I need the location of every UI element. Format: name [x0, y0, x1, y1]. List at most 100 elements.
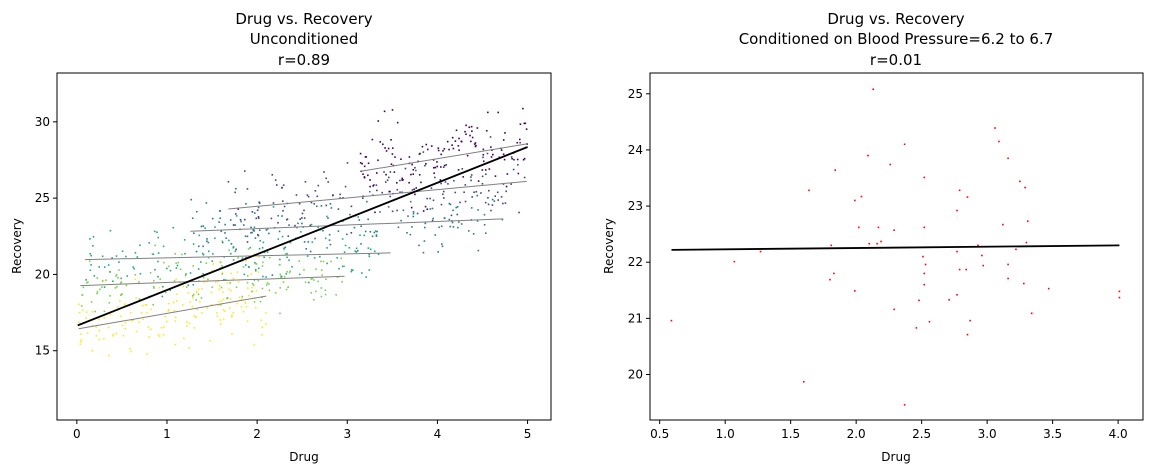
y-tick-label: 20 — [35, 267, 50, 281]
scatter-point — [443, 217, 446, 219]
scatter-point — [96, 290, 99, 293]
scatter-point — [355, 247, 358, 250]
scatter-point — [245, 306, 248, 308]
scatter-point — [163, 261, 165, 264]
scatter-point — [305, 248, 308, 250]
scatter-point — [282, 184, 285, 186]
scatter-point — [303, 209, 305, 212]
scatter-point — [320, 287, 323, 289]
scatter-point — [854, 199, 856, 202]
scatter-point — [147, 326, 150, 328]
scatter-point — [471, 130, 473, 133]
y-tick-label: 20 — [628, 368, 643, 382]
scatter-point — [443, 164, 446, 167]
scatter-point — [230, 289, 232, 292]
scatter-point — [132, 266, 135, 268]
scatter-point — [440, 166, 442, 168]
scatter-point — [254, 268, 257, 271]
scatter-point — [152, 303, 154, 306]
scatter-point — [404, 167, 407, 170]
scatter-point — [168, 265, 170, 268]
scatter-point — [246, 281, 249, 284]
scatter-point — [249, 246, 252, 249]
scatter-point — [244, 235, 247, 238]
stratum-regression-line — [228, 180, 527, 210]
scatter-point — [240, 220, 242, 223]
scatter-point — [426, 208, 429, 211]
scatter-point — [235, 286, 238, 289]
scatter-point — [257, 279, 260, 282]
scatter-point — [284, 246, 287, 249]
scatter-point — [350, 270, 353, 273]
scatter-point — [349, 213, 351, 216]
scatter-point — [325, 177, 327, 180]
scatter-point — [436, 165, 439, 168]
scatter-point — [226, 297, 229, 299]
scatter-point — [928, 320, 931, 323]
regression-line — [77, 146, 528, 327]
scatter-point — [360, 225, 362, 228]
scatter-point — [109, 271, 111, 273]
scatter-point — [209, 340, 211, 342]
scatter-point — [424, 164, 426, 167]
scatter-point — [808, 189, 810, 192]
scatter-point — [86, 281, 88, 284]
scatter-point — [1047, 287, 1050, 290]
scatter-point — [228, 239, 230, 242]
scatter-point — [162, 285, 164, 288]
scatter-point — [78, 311, 81, 314]
scatter-point — [193, 315, 195, 317]
scatter-point — [391, 210, 394, 213]
scatter-point — [487, 196, 489, 199]
scatter-point — [220, 299, 223, 302]
scatter-point — [802, 381, 805, 383]
scatter-point — [466, 154, 469, 157]
scatter-point — [323, 171, 325, 173]
scatter-point — [834, 169, 837, 171]
scatter-point — [288, 271, 291, 274]
scatter-point — [494, 195, 497, 197]
scatter-point — [134, 252, 137, 254]
scatter-point — [448, 202, 451, 205]
x-axis-label: Drug — [289, 450, 318, 464]
scatter-point — [197, 245, 200, 248]
scatter-point — [78, 303, 80, 306]
scatter-point — [89, 238, 91, 240]
scatter-point — [189, 301, 192, 303]
scatter-point — [399, 191, 401, 194]
scatter-point — [924, 263, 927, 266]
scatter-point — [289, 241, 292, 244]
scatter-point — [384, 147, 386, 149]
axes-frame — [649, 72, 1144, 421]
scatter-point — [166, 320, 168, 323]
scatter-point — [343, 265, 346, 267]
scatter-point — [223, 278, 225, 281]
scatter-point — [363, 165, 366, 168]
scatter-point — [375, 184, 378, 186]
scatter-point — [259, 300, 262, 303]
scatter-point — [477, 209, 479, 211]
scatter-point — [166, 267, 168, 270]
scatter-point — [301, 212, 304, 215]
scatter-point — [226, 282, 229, 285]
scatter-point — [80, 339, 83, 341]
scatter-point — [326, 247, 328, 249]
scatter-point — [338, 267, 340, 270]
scatter-point — [229, 219, 232, 221]
scatter-point — [500, 196, 503, 198]
scatter-point — [135, 330, 138, 333]
scatter-point — [168, 308, 170, 311]
scatter-point — [491, 198, 494, 201]
y-tick-label: 15 — [35, 344, 50, 358]
scatter-point — [413, 188, 415, 191]
scatter-point — [153, 230, 156, 233]
scatter-point — [253, 212, 256, 214]
scatter-point — [117, 276, 119, 279]
scatter-point — [275, 184, 278, 186]
x-tick-label: 1.0 — [716, 427, 735, 441]
scatter-point — [145, 304, 148, 306]
scatter-point — [367, 174, 369, 177]
scatter-point — [261, 333, 263, 336]
scatter-point — [362, 173, 364, 175]
x-tick-label: 1.5 — [781, 427, 800, 441]
